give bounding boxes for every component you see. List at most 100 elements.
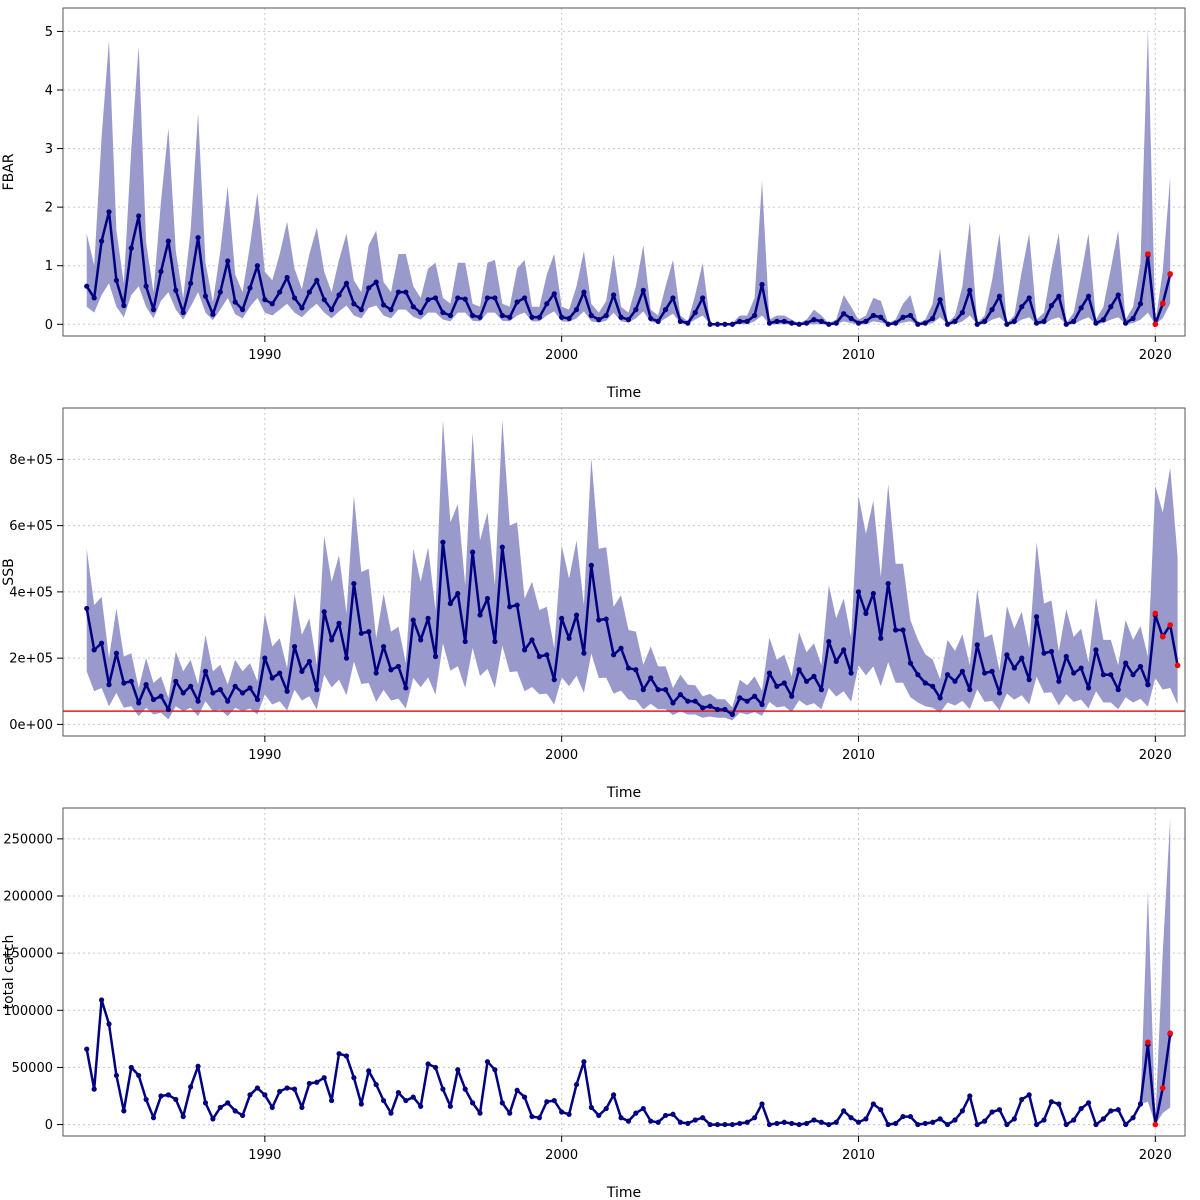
data-point	[1048, 648, 1055, 655]
data-point	[885, 1121, 891, 1128]
data-point	[106, 1021, 112, 1027]
data-point	[210, 311, 216, 317]
data-point	[648, 675, 654, 681]
data-point	[269, 301, 275, 307]
data-point	[373, 670, 379, 676]
data-point	[1033, 1121, 1040, 1128]
data-point	[98, 238, 105, 244]
data-point	[277, 670, 283, 676]
data-point	[841, 1108, 847, 1114]
data-point	[596, 617, 602, 623]
data-point	[581, 289, 587, 295]
forecast-point	[1152, 1121, 1159, 1128]
data-point	[826, 321, 832, 327]
data-point	[596, 317, 602, 323]
data-point	[707, 321, 713, 327]
data-point	[588, 312, 594, 319]
data-point	[737, 318, 743, 324]
data-point	[625, 1118, 632, 1124]
y-tick-label: 6e+05	[9, 519, 53, 534]
data-point	[143, 1096, 149, 1103]
y-tick-label: 2	[45, 201, 53, 216]
data-point	[633, 1110, 639, 1116]
data-point	[544, 652, 550, 658]
data-point	[967, 287, 973, 293]
data-point	[1093, 320, 1099, 326]
plot-frame	[62, 407, 1186, 737]
data-point	[892, 1120, 899, 1127]
data-point	[982, 318, 988, 324]
data-point	[1048, 1099, 1055, 1105]
data-point	[143, 283, 149, 289]
data-point	[648, 315, 654, 322]
data-point	[944, 672, 951, 678]
data-point	[351, 1075, 357, 1081]
x-axis-title: Time	[606, 385, 641, 401]
data-point	[722, 1121, 728, 1128]
data-point	[1026, 1092, 1032, 1098]
data-point	[507, 1110, 513, 1116]
data-point	[418, 1103, 424, 1109]
data-point	[447, 312, 453, 319]
data-point	[462, 638, 468, 645]
data-point	[915, 672, 921, 678]
data-point	[722, 706, 728, 713]
data-point	[247, 685, 253, 691]
confidence-band-fbar	[1147, 28, 1171, 325]
panel-catch: 1990 2000 2010 2020 0 50000 100000 150000 200000…	[1, 807, 1186, 1200]
data-point	[425, 615, 431, 621]
data-point	[499, 544, 505, 550]
data-point	[188, 683, 194, 689]
data-point	[915, 1121, 921, 1128]
data-point	[1026, 677, 1032, 683]
data-point	[885, 321, 891, 327]
data-point	[551, 1097, 557, 1104]
data-point	[662, 1112, 669, 1119]
data-point	[781, 1119, 787, 1125]
confidence-band-catch	[1147, 818, 1171, 1125]
data-point	[744, 318, 750, 324]
data-point	[410, 304, 416, 310]
data-point	[173, 287, 179, 293]
data-point	[930, 683, 936, 689]
series-line-ssb	[85, 540, 1150, 716]
data-point	[937, 1116, 943, 1122]
data-point	[848, 315, 854, 322]
series-line-catch	[1146, 1034, 1172, 1126]
data-point	[1093, 1121, 1099, 1128]
data-point	[781, 318, 787, 324]
data-point	[833, 1119, 839, 1125]
data-point	[1100, 672, 1106, 678]
data-point	[878, 635, 884, 641]
data-point	[106, 682, 112, 688]
data-point	[329, 307, 335, 313]
data-point	[247, 285, 253, 291]
data-point	[707, 1121, 713, 1128]
data-point	[269, 1104, 275, 1111]
data-point	[996, 1107, 1003, 1113]
forecast-point	[1152, 321, 1159, 328]
data-point	[388, 667, 394, 673]
data-point	[922, 680, 928, 686]
data-point	[484, 595, 491, 602]
data-point	[566, 635, 572, 641]
confidence-band-ssb	[86, 419, 1148, 721]
data-point	[470, 549, 476, 555]
data-point	[952, 1117, 958, 1123]
data-point	[299, 1104, 305, 1111]
forecast-point	[1152, 610, 1159, 617]
data-point	[195, 235, 201, 241]
data-point	[380, 1097, 387, 1104]
data-point	[974, 321, 980, 327]
data-point	[611, 1092, 617, 1098]
data-point	[989, 307, 995, 313]
data-point	[403, 289, 409, 295]
data-point	[195, 1063, 201, 1069]
data-point	[521, 647, 528, 653]
forecast-point	[1159, 300, 1166, 307]
data-point	[818, 1119, 824, 1125]
data-point	[900, 314, 906, 320]
data-point	[551, 677, 557, 683]
data-point	[84, 1046, 90, 1052]
